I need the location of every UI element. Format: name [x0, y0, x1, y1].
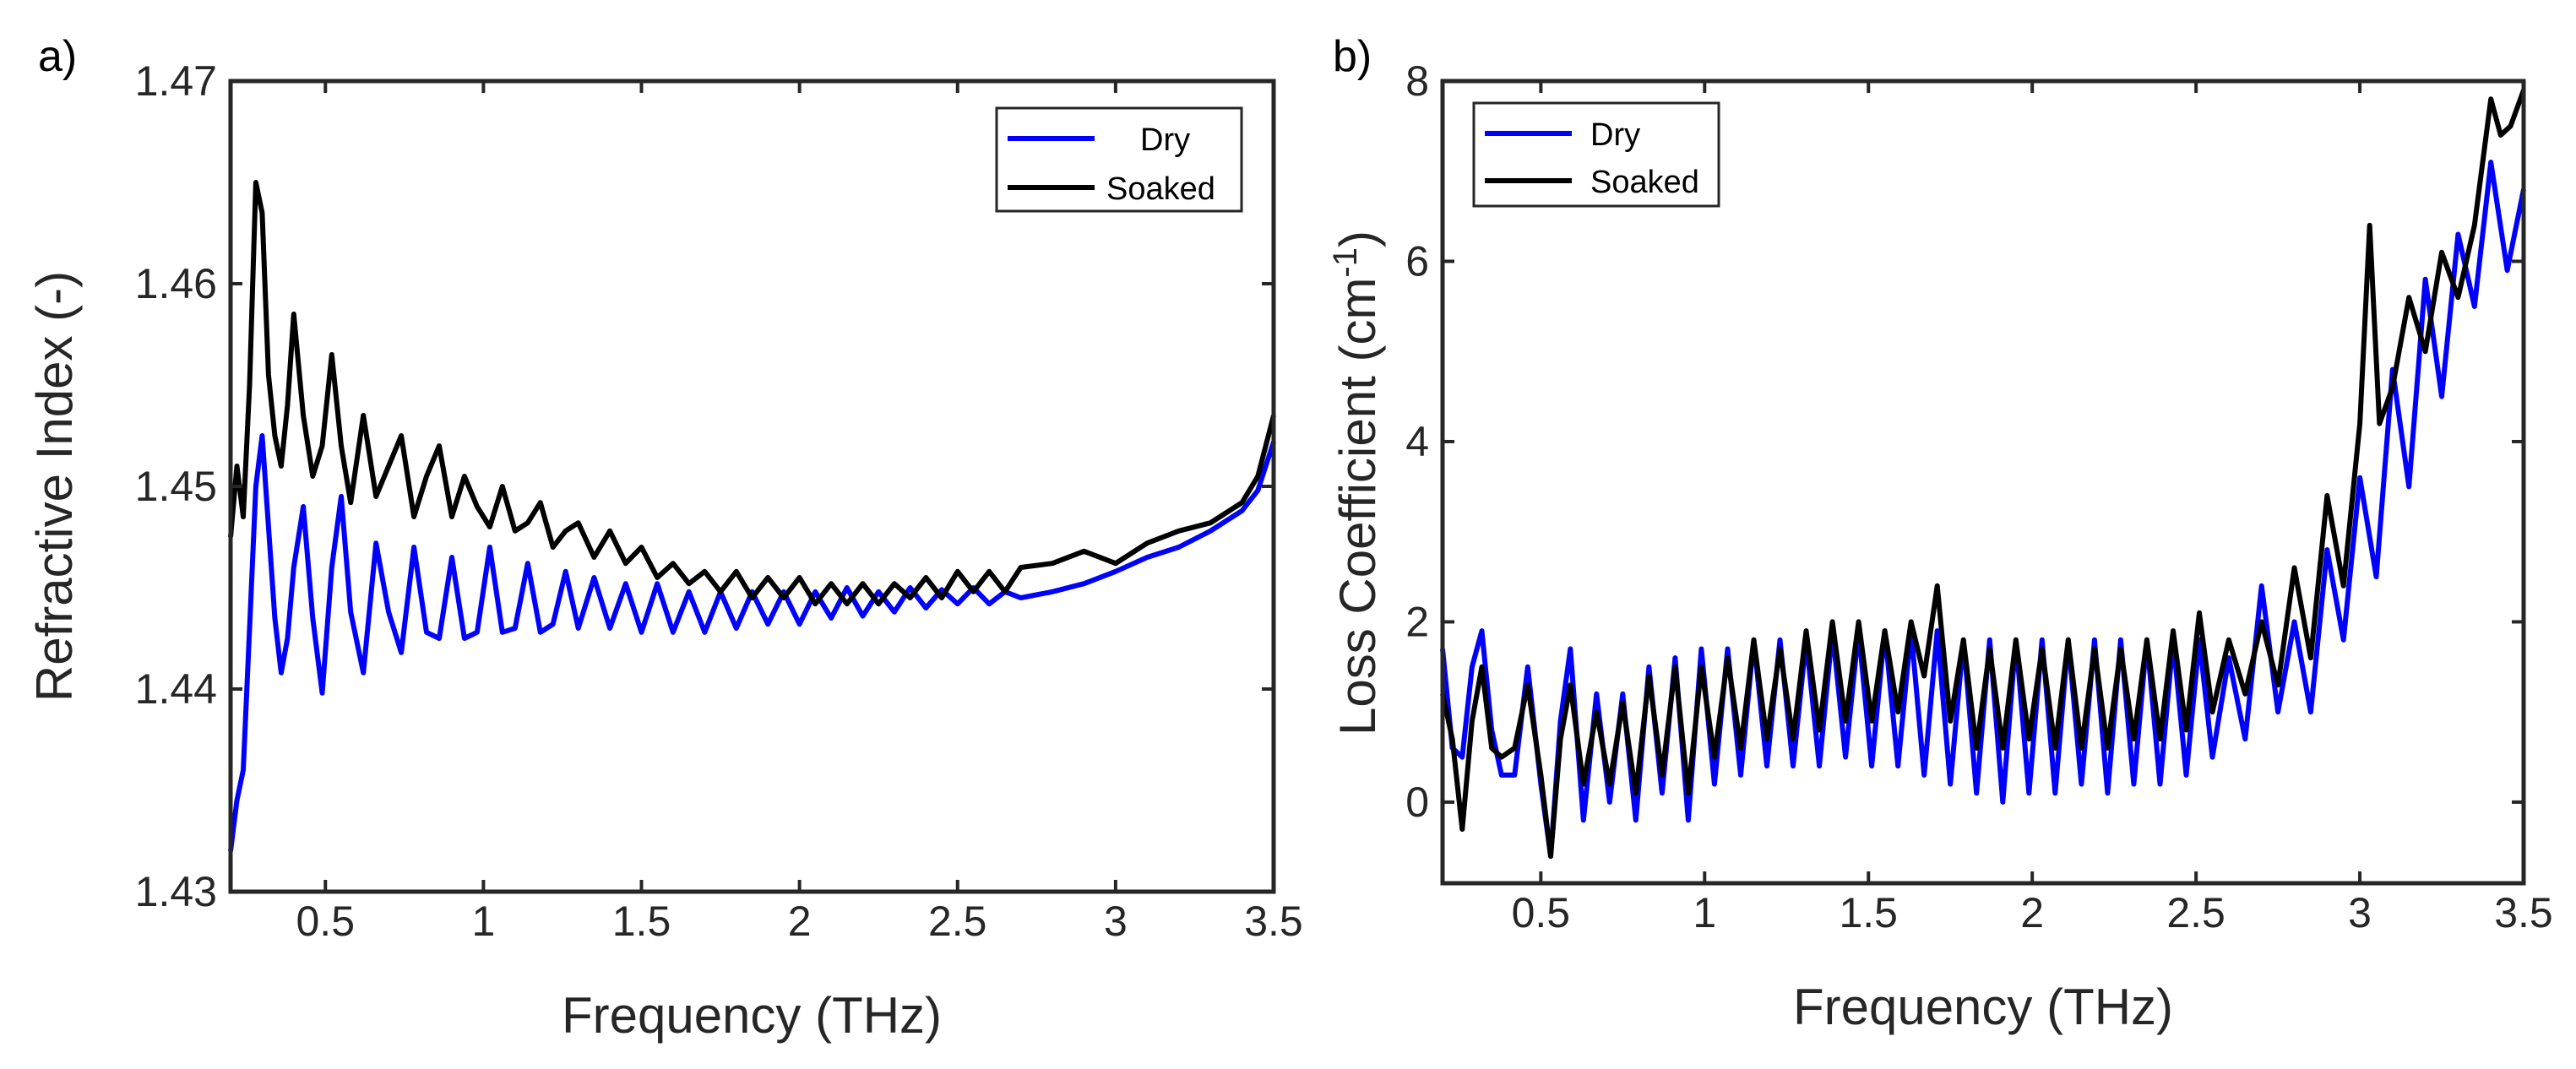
panel-a-x-tick-label: 3.5 — [1244, 898, 1303, 945]
panel-b-x-tick-label: 2 — [2020, 889, 2044, 936]
panel-a-y-axis-label: Refractive Index (-) — [26, 271, 83, 702]
panel-b-y-tick-label: 8 — [1405, 57, 1429, 105]
panel-b-y-axis-label-close: ) — [1329, 231, 1386, 247]
panel-a-plot-frame — [228, 79, 1276, 894]
panel-a-x-axis-label: Frequency (THz) — [562, 987, 942, 1044]
panel-a-y-tick-label: 1.45 — [135, 463, 217, 510]
panel-b-y-tick-label: 2 — [1405, 598, 1429, 645]
panel-a-y-ticks: 1.43 1.44 1.45 1.46 1.47 — [135, 57, 1274, 915]
panel-b-legend: Dry Soaked — [1472, 101, 1720, 208]
panel-b-series-group — [1440, 89, 2526, 859]
panel-a-legend-box — [995, 106, 1243, 213]
panel-b: b) 0.5 1 1.5 2 2.5 3 3.5 0 2 4 6 8 Frequency (THz)… — [1327, 32, 2553, 1035]
panel-b-legend-box — [1472, 101, 1720, 208]
panel-a-series-soaked-line — [228, 180, 1276, 607]
panel-b-y-axis-label-main: Loss Coefficient (cm — [1329, 278, 1386, 735]
panel-a-y-tick-label: 1.46 — [135, 260, 217, 307]
panel-b-x-tick-label: 1.5 — [1839, 889, 1898, 936]
panel-b-x-tick-label: 3.5 — [2494, 889, 2553, 936]
panel-a-label: a) — [38, 32, 77, 81]
panel-b-y-tick-label: 6 — [1405, 237, 1429, 285]
panel-b-y-tick-label: 0 — [1405, 779, 1429, 826]
panel-b-series-soaked-line — [1440, 89, 2526, 859]
panel-a-legend-dry-label: Dry — [1140, 122, 1190, 158]
panel-a-x-tick-label: 1.5 — [612, 898, 671, 945]
panel-b-label: b) — [1333, 32, 1372, 81]
panel-b-x-tick-label: 0.5 — [1512, 889, 1571, 936]
panel-b-legend-dry-label: Dry — [1590, 117, 1640, 153]
panel-a-x-ticks: 0.5 1 1.5 2 2.5 3 3.5 — [296, 81, 1303, 945]
panel-b-y-tick-label: 4 — [1405, 418, 1429, 465]
panel-b-legend-soaked-label: Soaked — [1590, 165, 1699, 200]
panel-a-x-tick-label: 0.5 — [296, 898, 356, 945]
panel-a-x-tick-label: 2.5 — [928, 898, 987, 945]
panel-a-x-tick-label: 2 — [788, 898, 812, 945]
panel-a-y-tick-label: 1.43 — [135, 868, 217, 915]
panel-a-legend-soaked-label: Soaked — [1106, 171, 1215, 207]
panel-b-y-axis-label-exponent: -1 — [1327, 247, 1364, 278]
panel-b-series-dry-line — [1440, 160, 2526, 859]
panel-b-x-tick-label: 1 — [1693, 889, 1716, 936]
panel-a: a) 0.5 1 1.5 2 2.5 3 3.5 1.431.441.451.461.47 … — [26, 32, 1303, 1044]
panel-b-plot-frame — [1440, 79, 2526, 886]
panel-a-y-tick-label: 1.47 — [135, 57, 217, 105]
panel-b-y-axis-label: Loss Coefficient (cm-1) — [1327, 231, 1386, 735]
panel-a-legend: Dry Soaked — [995, 106, 1243, 213]
panel-a-y-tick-label: 1.44 — [135, 665, 217, 713]
panel-b-x-axis-label: Frequency (THz) — [1793, 979, 2173, 1035]
panel-a-x-tick-label: 1 — [471, 898, 495, 945]
panel-b-x-tick-label: 3 — [2348, 889, 2372, 936]
panel-a-x-tick-label: 3 — [1104, 898, 1128, 945]
panel-a-series-group — [228, 180, 1276, 852]
panel-b-x-tick-label: 2.5 — [2166, 889, 2225, 936]
